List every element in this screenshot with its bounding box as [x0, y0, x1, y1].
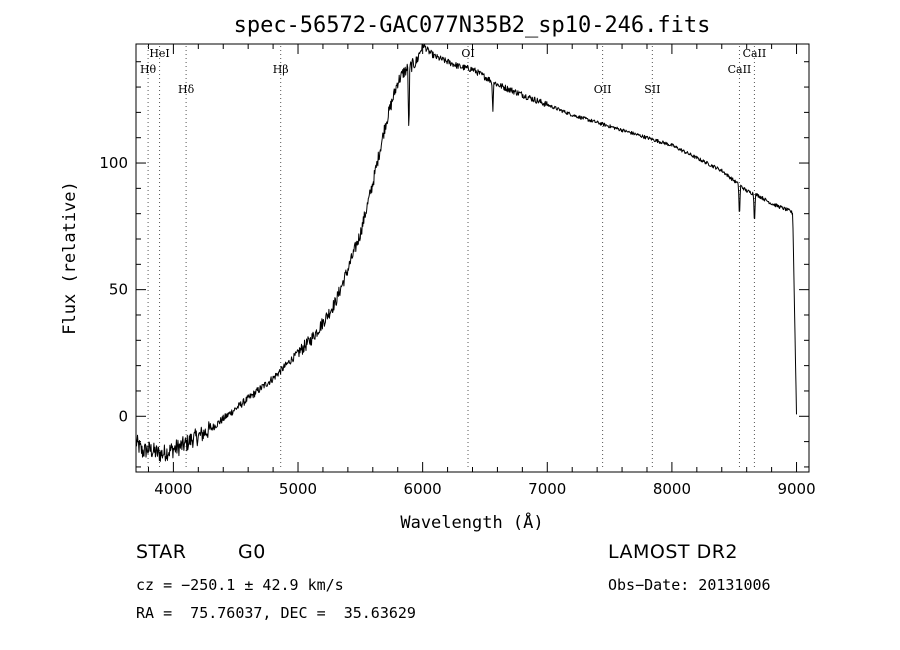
x-tick-label: 7000 — [528, 480, 566, 498]
x-tick-label: 9000 — [777, 480, 815, 498]
spectral-line-label: Hβ — [273, 63, 289, 76]
coordinates: RA = 75.76037, DEC = 35.63629 — [136, 604, 416, 622]
redshift-cz: cz = −250.1 ± 42.9 km/s — [136, 576, 344, 594]
spectral-line-label: CaII — [728, 63, 752, 76]
axis-ticks: 4000 5000 6000 7000 8000 9000 0 50 100 — [99, 44, 816, 498]
spectral-line-label: OII — [594, 83, 612, 96]
object-class: STAR — [136, 541, 187, 563]
chart-title: spec-56572-GAC077N35B2_sp10-246.fits — [234, 13, 711, 38]
object-subclass: G0 — [238, 541, 266, 563]
x-tick-label: 4000 — [154, 480, 192, 498]
spectrum-line — [135, 44, 797, 462]
spectral-line-label: CaII — [743, 47, 767, 60]
y-tick-label: 100 — [99, 154, 128, 172]
x-tick-label: 5000 — [279, 480, 317, 498]
survey-name: LAMOST DR2 — [608, 541, 738, 563]
x-axis-label: Wavelength (Å) — [400, 511, 543, 533]
y-tick-label: 0 — [118, 407, 128, 425]
spectral-line-markers: Hθ HeI Hδ Hβ OI OII SII CaII CaII — [140, 46, 766, 470]
spectral-line-label: SII — [644, 83, 660, 96]
series-layer — [135, 44, 797, 462]
spectral-line-label: Hδ — [178, 83, 195, 96]
spectral-line-label: OI — [461, 47, 474, 60]
y-axis-label: Flux (relative) — [60, 181, 80, 335]
spectral-line-label: Hθ — [140, 63, 157, 76]
observation-date: Obs−Date: 20131006 — [608, 576, 771, 594]
spectral-line-label: HeI — [149, 47, 169, 60]
y-tick-label: 50 — [109, 281, 128, 299]
x-tick-label: 6000 — [404, 480, 442, 498]
x-tick-label: 8000 — [653, 480, 691, 498]
